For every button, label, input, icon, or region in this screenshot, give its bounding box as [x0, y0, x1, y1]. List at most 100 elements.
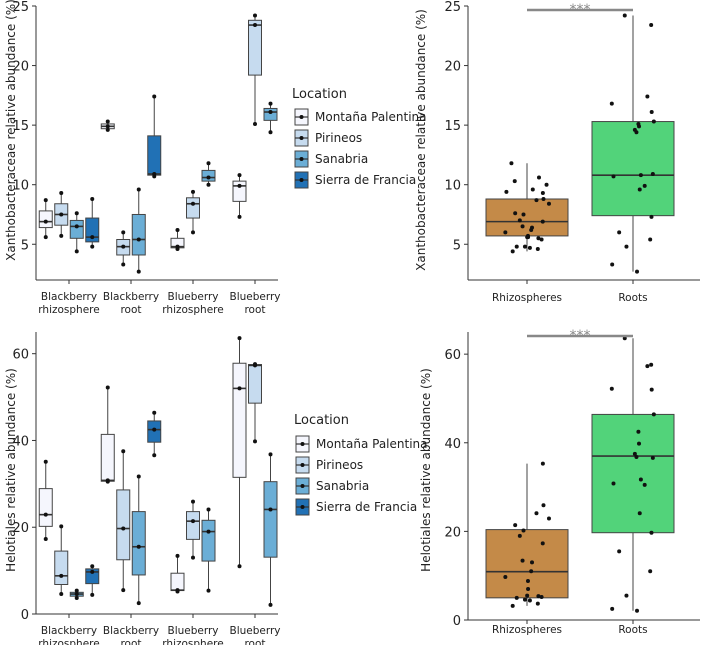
box-cat3-loc2	[263, 452, 278, 607]
data-point	[136, 544, 141, 549]
y-tick-label: 15	[444, 119, 461, 134]
data-point	[540, 541, 545, 546]
data-point	[634, 454, 639, 459]
y-tick-label: 25	[444, 0, 461, 15]
legend-swatch-point	[299, 136, 304, 140]
data-point	[521, 212, 526, 217]
y-axis-label: Helotiales relative abundance (%)	[4, 368, 18, 572]
box-iqr	[485, 529, 569, 599]
y-tick-label: 20	[444, 60, 461, 75]
y-tick-label: 10	[444, 179, 461, 194]
box-cat1-loc0	[100, 119, 115, 132]
legend-item: Pirineos	[294, 129, 362, 147]
box-iqr	[591, 413, 675, 534]
x-tick-label: Blackberry	[41, 291, 97, 303]
box-cat1-loc3	[147, 94, 162, 179]
data-point	[509, 161, 514, 166]
legend-label: Pirineos	[316, 458, 363, 472]
box-cat3-loc1	[248, 362, 262, 444]
legend-swatch-point	[299, 178, 304, 182]
y-tick-label: 10	[12, 179, 29, 194]
legend-swatch-point	[299, 157, 304, 161]
x-tick-label: Blueberry	[229, 625, 280, 637]
legend-swatch-point	[299, 115, 304, 119]
y-tick-label: 20	[12, 521, 29, 536]
data-point	[237, 336, 242, 341]
data-point	[237, 183, 242, 188]
data-point	[105, 478, 110, 483]
y-axis-label: Helotiales relative abundance (%)	[419, 368, 433, 572]
box-iqr	[131, 213, 146, 256]
data-point	[191, 555, 195, 560]
y-tick-label: 15	[12, 119, 29, 134]
data-point	[526, 586, 531, 591]
legend-label: Montaña Palentina	[315, 110, 427, 124]
box-cat0-loc2	[69, 211, 84, 254]
data-point	[206, 161, 211, 166]
data-point	[206, 182, 211, 187]
x-tick-label: rhizosphere	[162, 304, 223, 316]
data-point	[206, 588, 211, 593]
x-tick-label: root	[120, 638, 141, 645]
box-cat1-loc3	[147, 410, 162, 458]
legend-label: Sanabria	[316, 479, 369, 493]
data-point	[74, 595, 79, 600]
data-point	[649, 214, 654, 219]
legend-item: Montaña Palentina	[294, 108, 427, 126]
y-tick-label: 25	[12, 0, 29, 15]
legend-swatch-point	[300, 505, 305, 509]
data-point	[152, 171, 157, 176]
data-point	[611, 174, 616, 179]
box-cat2-loc0	[170, 553, 185, 594]
x-tick-label: Blackberry	[103, 291, 159, 303]
data-point	[59, 191, 64, 196]
legend-swatch-point	[300, 442, 305, 446]
box-iqr	[38, 210, 53, 229]
data-point	[611, 481, 616, 486]
data-point	[514, 595, 519, 600]
box-iqr	[591, 121, 675, 217]
panel-xanthobacteraceae-by-location: Xanthobacteraceae relative abundance (%)…	[4, 0, 281, 316]
data-point	[632, 127, 637, 132]
x-tick-label: rhizosphere	[38, 638, 99, 645]
data-point	[617, 549, 622, 554]
data-point	[544, 182, 549, 187]
legend-label: Sanabria	[315, 152, 368, 166]
box-iqr	[100, 433, 115, 482]
data-point	[649, 23, 654, 28]
data-point	[253, 362, 257, 367]
legend-label: Montaña Palentina	[316, 437, 428, 451]
box-cat2-loc2	[201, 161, 216, 187]
data-point	[74, 588, 79, 593]
box-iqr	[54, 550, 69, 585]
data-point	[152, 410, 157, 415]
data-point	[539, 237, 544, 242]
data-point	[635, 269, 640, 274]
data-point	[638, 477, 643, 482]
box-cat1-loc1	[116, 230, 131, 267]
box-iqr	[263, 107, 278, 121]
data-point	[268, 452, 273, 457]
data-point	[522, 597, 527, 602]
box-iqr	[147, 135, 162, 176]
x-tick-label: root	[244, 304, 265, 316]
box-cat2-loc1	[186, 189, 200, 235]
box-cat0	[485, 161, 569, 254]
x-tick-label: Rhizospheres	[492, 624, 562, 636]
data-point	[610, 262, 615, 267]
data-point	[121, 262, 126, 267]
data-point	[503, 230, 508, 235]
data-point	[514, 244, 519, 249]
significance-label: ***	[570, 2, 591, 18]
x-tick-label: Rhizospheres	[492, 292, 562, 304]
y-tick-label: 40	[12, 434, 29, 449]
data-point	[651, 412, 656, 417]
data-point	[268, 101, 273, 106]
x-tick-label: root	[244, 638, 265, 645]
data-point	[237, 173, 242, 178]
box-cat0	[485, 461, 569, 608]
data-point	[534, 198, 539, 203]
data-point	[253, 439, 257, 444]
data-point	[59, 573, 64, 578]
data-point	[191, 499, 195, 504]
